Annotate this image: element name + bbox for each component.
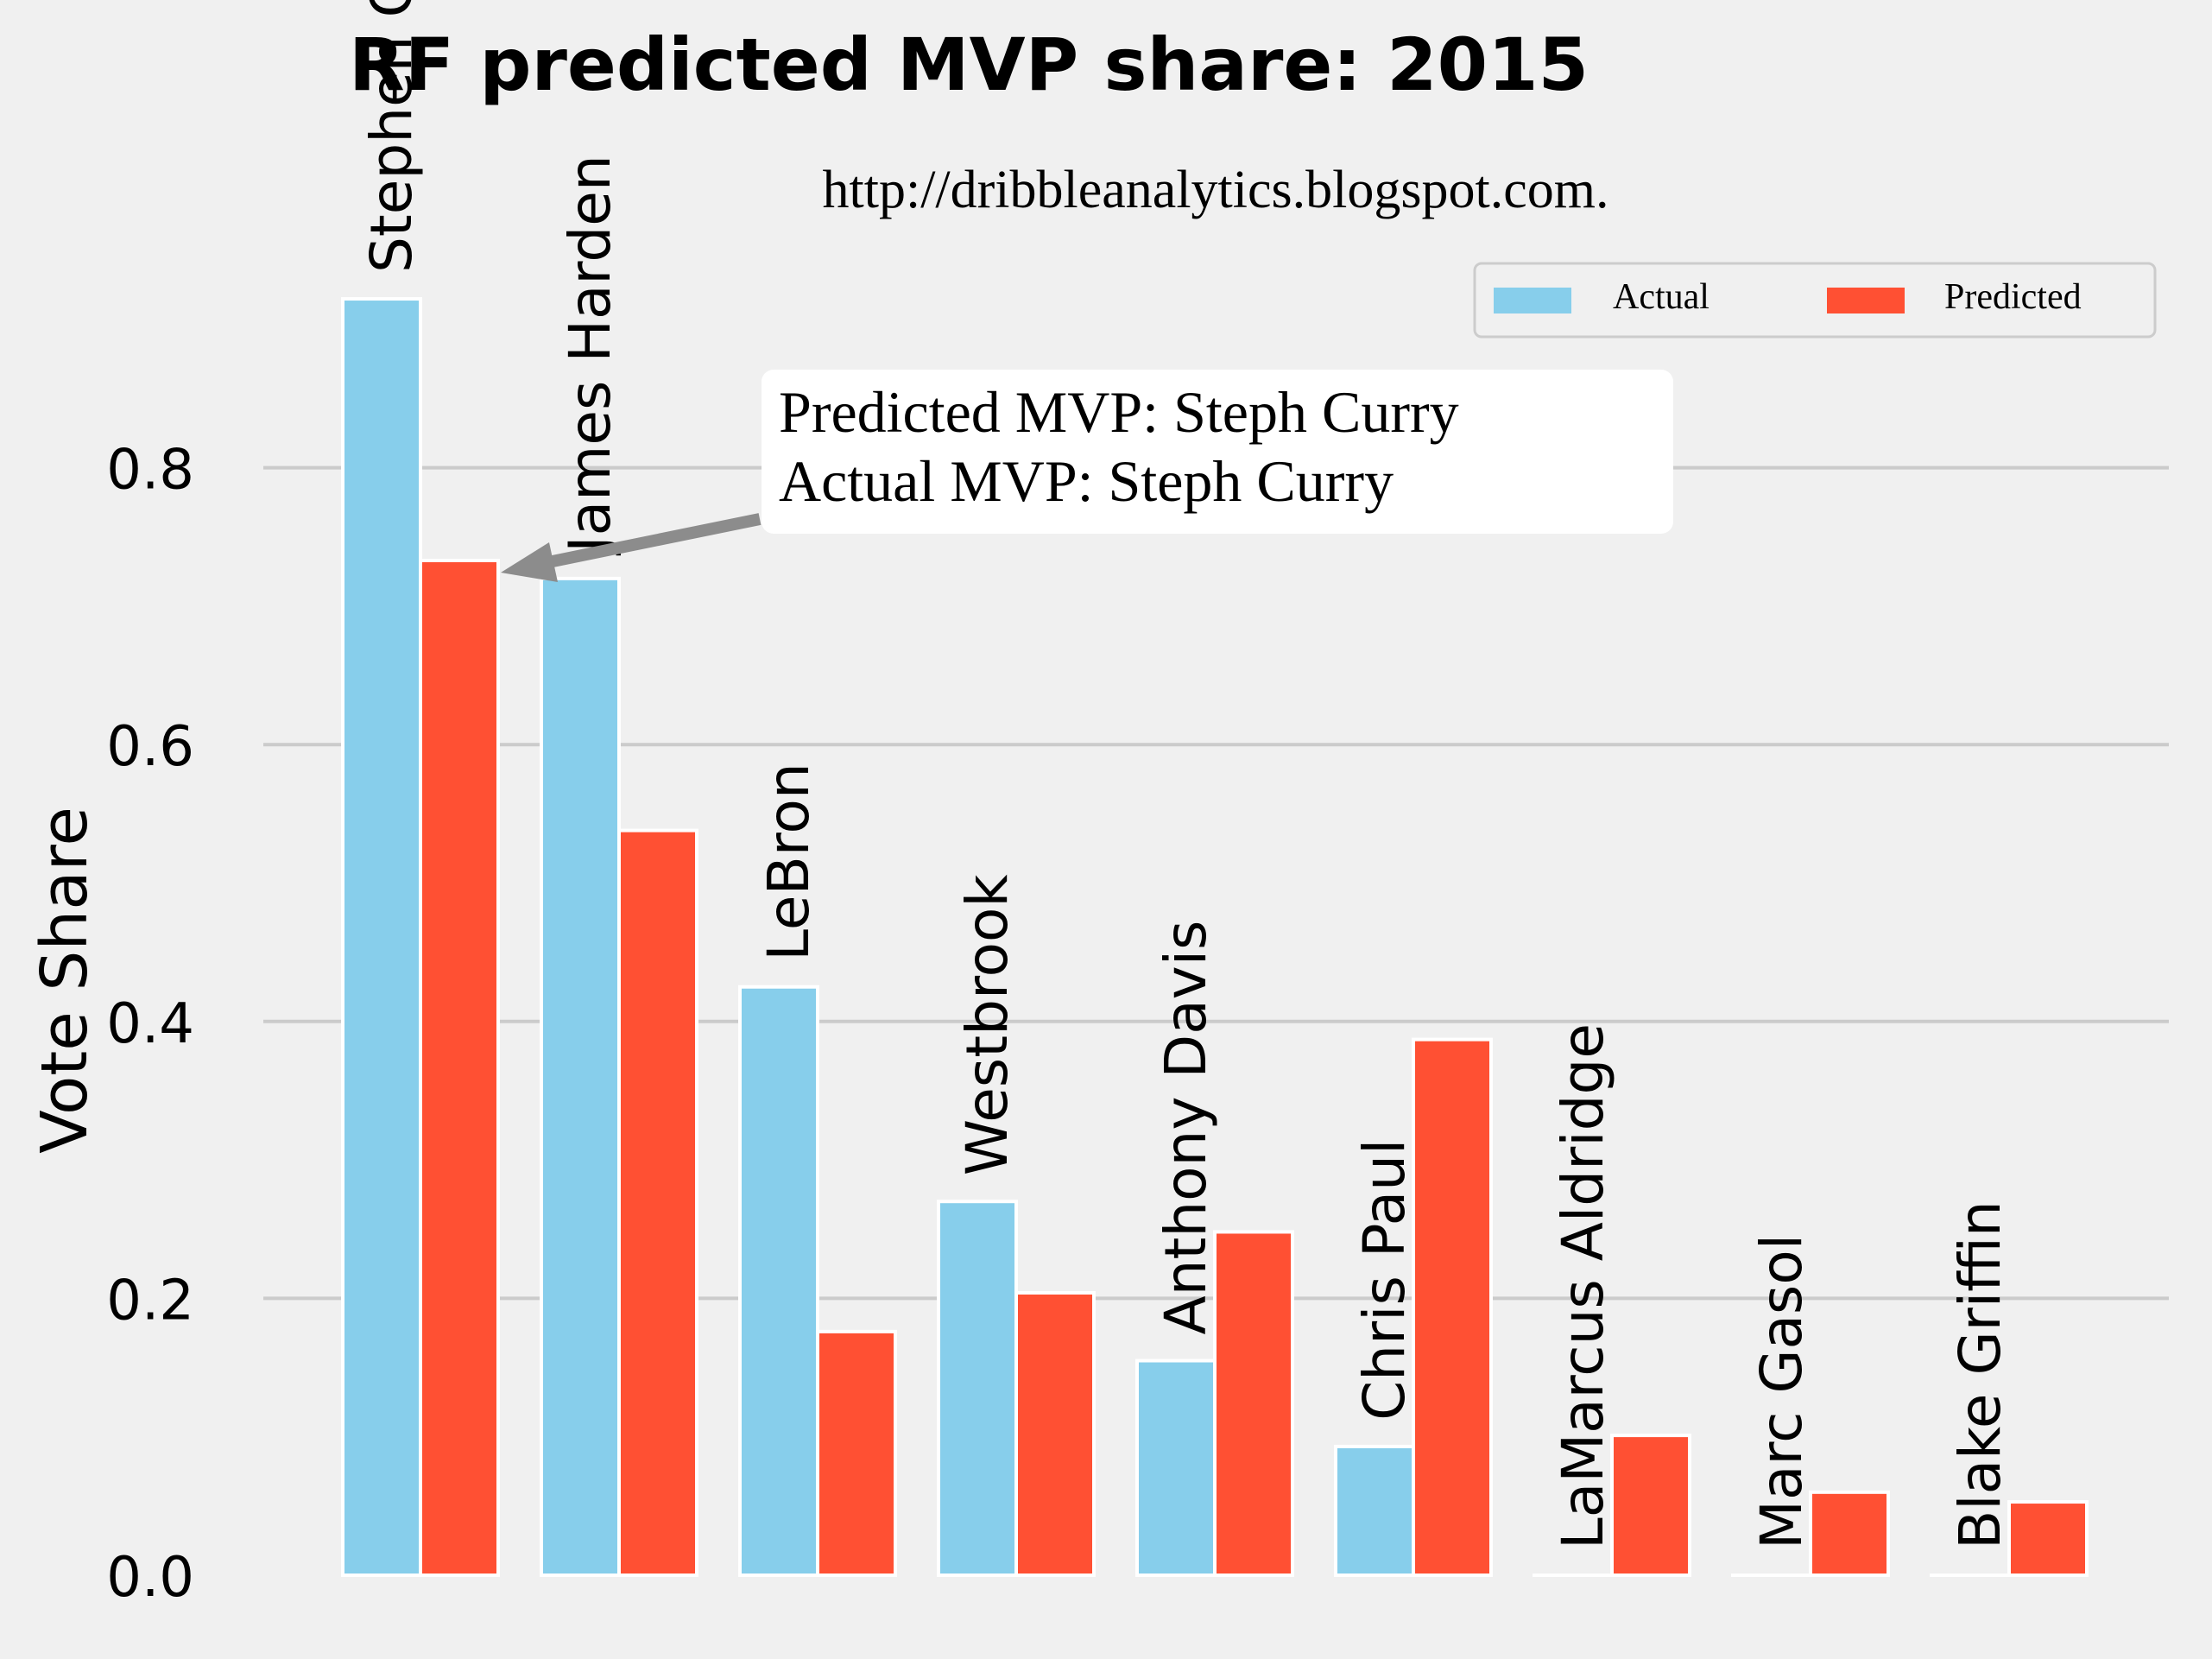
bar-actual — [738, 985, 819, 1577]
category-label: James Harden — [557, 155, 623, 556]
y-axis-label: Vote Share — [28, 807, 102, 1154]
category-label: Marc Gasol — [1748, 1234, 1815, 1549]
y-tick-label: 0.2 — [106, 1269, 194, 1333]
chart-subtitle: http://dribbleanalytics.blogspot.com. — [823, 161, 1609, 219]
bar-predicted — [617, 828, 698, 1577]
bar-predicted — [1213, 1230, 1294, 1578]
bar-predicted — [1610, 1434, 1691, 1578]
y-tick-label: 0.6 — [106, 715, 194, 779]
category-label: Blake Griffin — [1947, 1200, 2013, 1549]
annotation-arrow-shaft — [547, 513, 762, 568]
bar-actual — [1135, 1358, 1217, 1578]
category-label: Westbrook — [954, 874, 1021, 1176]
legend: Actual Predicted — [1473, 262, 2157, 339]
annotation-box — [762, 370, 1673, 534]
chart-title: RF predicted MVP share: 2015 — [349, 22, 1589, 107]
legend-label-actual: Actual — [1613, 277, 1710, 317]
y-tick-label: 0.4 — [106, 992, 194, 1056]
y-tick-labels: 0.0 0.2 0.4 0.6 0.8 — [106, 439, 194, 1610]
category-label: Chris Paul — [1351, 1139, 1418, 1421]
bar-predicted — [1014, 1290, 1096, 1578]
bar-predicted — [419, 559, 500, 1577]
bar-predicted — [2007, 1500, 2089, 1578]
bar-predicted — [816, 1329, 897, 1577]
legend-swatch-actual — [1494, 288, 1571, 313]
category-label: LeBron — [755, 763, 822, 960]
annotation-line-1: Predicted MVP: Steph Curry — [779, 379, 1459, 445]
legend-box — [1473, 262, 2157, 339]
bar-actual — [540, 576, 621, 1578]
annotation-line-2: Actual MVP: Steph Curry — [779, 448, 1394, 514]
bar-actual — [937, 1200, 1018, 1577]
legend-swatch-predicted — [1827, 288, 1905, 313]
bar-predicted — [1809, 1490, 1890, 1577]
category-label: LaMarcus Aldridge — [1550, 1023, 1616, 1549]
bar-actual — [341, 297, 422, 1577]
category-label: Stephen Curry — [358, 0, 425, 273]
y-tick-label: 0.8 — [106, 439, 194, 503]
bar-predicted — [1412, 1037, 1493, 1578]
category-labels: Stephen Curry James Harden LeBron Westbrook… — [358, 0, 2013, 1549]
bars — [341, 297, 2089, 1578]
annotation-arrow-head — [501, 542, 558, 582]
category-label: Anthony Davis — [1153, 921, 1219, 1335]
annotation: Predicted MVP: Steph Curry Actual MVP: S… — [501, 370, 1673, 582]
bar-actual — [1334, 1444, 1415, 1578]
legend-label-predicted: Predicted — [1944, 277, 2082, 317]
y-tick-label: 0.0 — [106, 1546, 194, 1610]
